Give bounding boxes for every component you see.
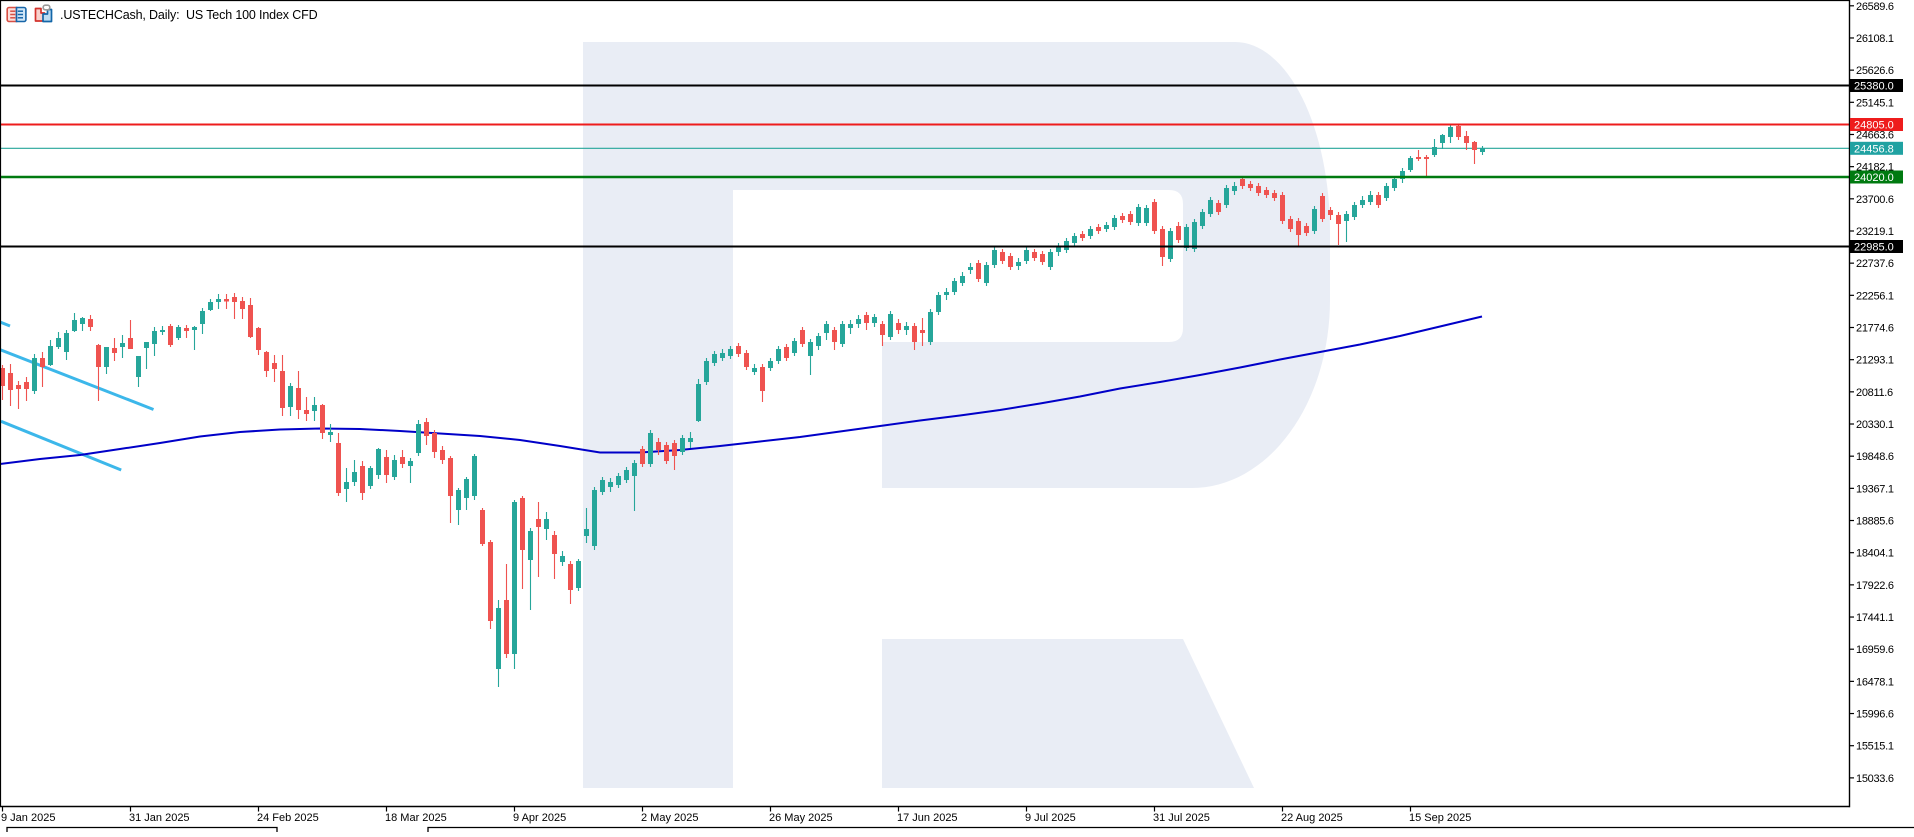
svg-text:31 Jan 2025: 31 Jan 2025 <box>129 812 190 824</box>
svg-text:22 Aug 2025: 22 Aug 2025 <box>1281 812 1343 824</box>
svg-text:18404.1: 18404.1 <box>1856 548 1894 560</box>
svg-text:25626.6: 25626.6 <box>1856 65 1894 77</box>
svg-text:21774.6: 21774.6 <box>1856 323 1894 335</box>
svg-text:24663.6: 24663.6 <box>1856 129 1894 141</box>
svg-text:15996.6: 15996.6 <box>1856 709 1894 721</box>
svg-text:21293.1: 21293.1 <box>1856 355 1894 367</box>
svg-text:26589.6: 26589.6 <box>1856 1 1894 13</box>
svg-text:22256.1: 22256.1 <box>1856 290 1894 302</box>
svg-text:20811.6: 20811.6 <box>1856 387 1893 399</box>
svg-text:23700.6: 23700.6 <box>1856 194 1894 206</box>
svg-text:16478.1: 16478.1 <box>1856 676 1894 688</box>
svg-text:31 Jul 2025: 31 Jul 2025 <box>1153 812 1210 824</box>
svg-text:18885.6: 18885.6 <box>1856 516 1894 528</box>
svg-text:9 Jan 2025: 9 Jan 2025 <box>1 812 55 824</box>
svg-text:17441.1: 17441.1 <box>1856 612 1894 624</box>
svg-text:20330.1: 20330.1 <box>1856 419 1894 431</box>
svg-text:24020.0: 24020.0 <box>1854 172 1894 184</box>
svg-text:2 May 2025: 2 May 2025 <box>641 812 698 824</box>
svg-text:15033.6: 15033.6 <box>1856 773 1894 785</box>
svg-text:9 Apr 2025: 9 Apr 2025 <box>513 812 566 824</box>
svg-text:24456.8: 24456.8 <box>1854 143 1894 155</box>
svg-text:25380.0: 25380.0 <box>1854 81 1894 93</box>
svg-text:17 Jun 2025: 17 Jun 2025 <box>897 812 958 824</box>
svg-text:15515.1: 15515.1 <box>1856 741 1894 753</box>
svg-text:22737.6: 22737.6 <box>1856 258 1894 270</box>
svg-text:18 Mar 2025: 18 Mar 2025 <box>385 812 447 824</box>
svg-text:9 Jul 2025: 9 Jul 2025 <box>1025 812 1076 824</box>
svg-text:15 Sep 2025: 15 Sep 2025 <box>1409 812 1471 824</box>
svg-text:23219.1: 23219.1 <box>1856 226 1894 238</box>
svg-text:24805.0: 24805.0 <box>1854 120 1894 132</box>
svg-text:19367.1: 19367.1 <box>1856 483 1894 495</box>
svg-text:.USTECHCash, Daily: US Tech 1: .USTECHCash, Daily: US Tech 100 Index CF… <box>60 8 318 22</box>
svg-text:17922.6: 17922.6 <box>1856 580 1894 592</box>
svg-text:22985.0: 22985.0 <box>1854 242 1894 254</box>
svg-text:19848.6: 19848.6 <box>1856 451 1894 463</box>
svg-text:26108.1: 26108.1 <box>1856 33 1894 45</box>
svg-text:24 Feb 2025: 24 Feb 2025 <box>257 812 319 824</box>
svg-text:26 May 2025: 26 May 2025 <box>769 812 833 824</box>
svg-text:16959.6: 16959.6 <box>1856 644 1894 656</box>
svg-text:25145.1: 25145.1 <box>1856 97 1894 109</box>
